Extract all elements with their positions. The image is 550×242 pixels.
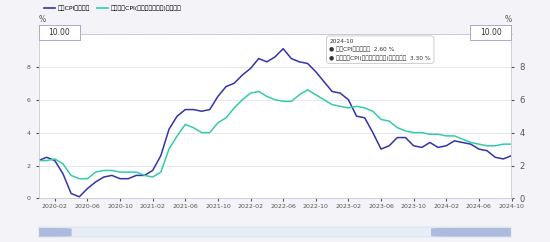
Text: %: % bbox=[504, 15, 512, 24]
Text: 10.00: 10.00 bbox=[48, 28, 70, 37]
Text: 2024-10
● 美国CPI出片同比：  2.60 %
● 美国核心CPI(不含食物、能源)当月同比：  3.30 %: 2024-10 ● 美国CPI出片同比： 2.60 % ● 美国核心CPI(不含… bbox=[329, 39, 431, 60]
FancyBboxPatch shape bbox=[431, 228, 526, 237]
Text: %: % bbox=[39, 15, 46, 24]
Legend: 美国CPI出片同比, 美国核心CPI(不含食物、能源)当月同比: 美国CPI出片同比, 美国核心CPI(不含食物、能源)当月同比 bbox=[42, 3, 184, 14]
Text: 10.00: 10.00 bbox=[480, 28, 502, 37]
FancyBboxPatch shape bbox=[15, 228, 72, 237]
